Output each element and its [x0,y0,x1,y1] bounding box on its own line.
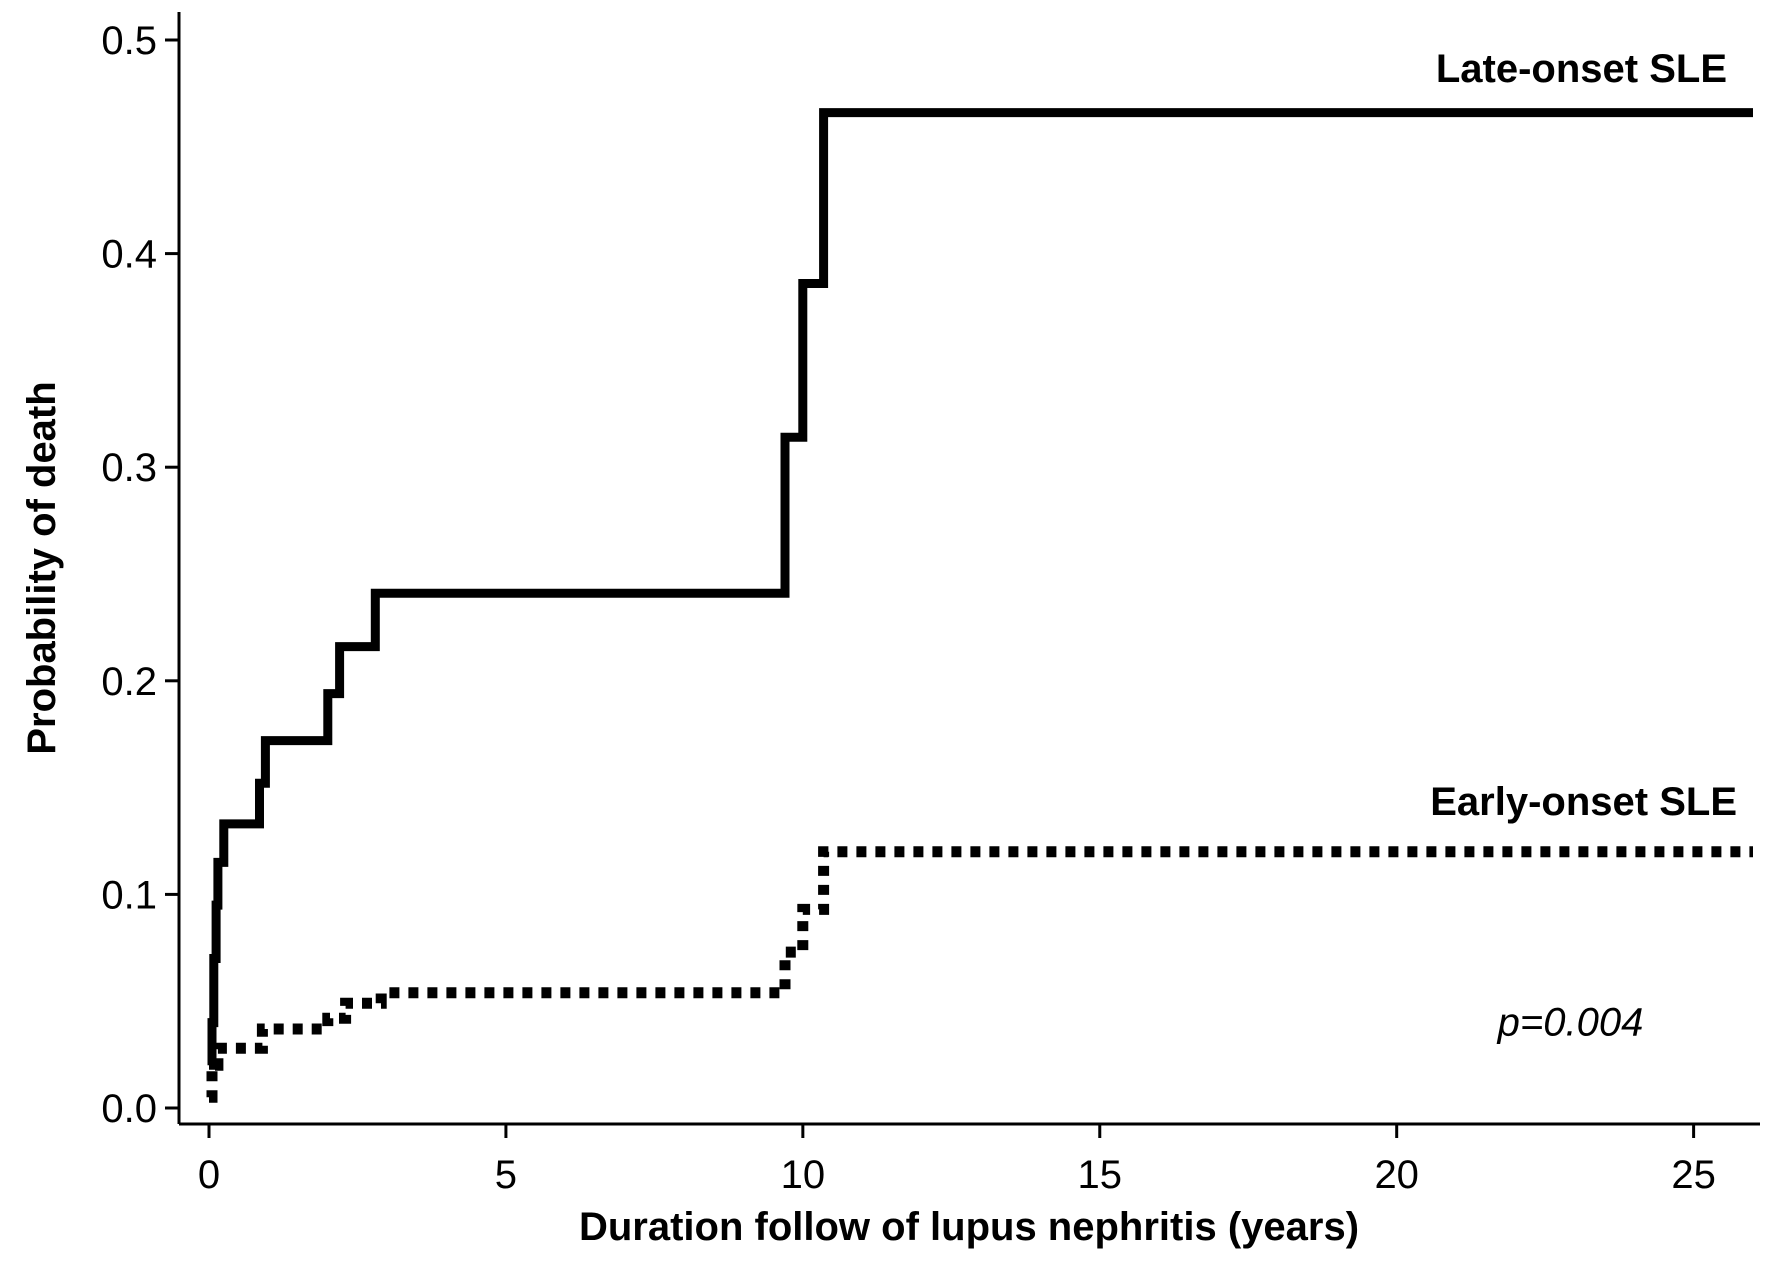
series-line-late-onset [207,108,1753,1070]
y-ticks-group: 0.0 0.1 0.2 0.3 0.4 0.5 [101,19,179,1131]
y-tick-label: 0.0 [101,1087,157,1131]
x-tick-label: 15 [1078,1153,1123,1197]
y-tick-label: 0.4 [101,233,157,277]
y-tick-label: 0.5 [101,19,157,63]
series-line-early-onset [206,846,1753,1103]
x-axis-title: Duration follow of lupus nephritis (year… [579,1205,1359,1249]
series-group [206,108,1753,1103]
p-value-annotation: p=0.004 [1497,1000,1644,1044]
series-label-early-onset: Early-onset SLE [1430,780,1737,824]
y-tick-label: 0.2 [101,660,157,704]
y-tick-label: 0.1 [101,873,157,917]
x-ticks-group: 0 5 10 15 20 25 [198,1124,1716,1197]
series-label-late-onset: Late-onset SLE [1436,47,1727,91]
y-axis-title: Probability of death [20,381,64,754]
x-tick-label: 5 [495,1153,517,1197]
axes-group [177,12,1760,1126]
annotations-group: p=0.004 [1497,1000,1644,1044]
x-tick-label: 20 [1374,1153,1419,1197]
y-tick-label: 0.3 [101,446,157,490]
x-tick-label: 25 [1671,1153,1716,1197]
x-tick-label: 0 [198,1153,220,1197]
x-tick-label: 10 [781,1153,826,1197]
